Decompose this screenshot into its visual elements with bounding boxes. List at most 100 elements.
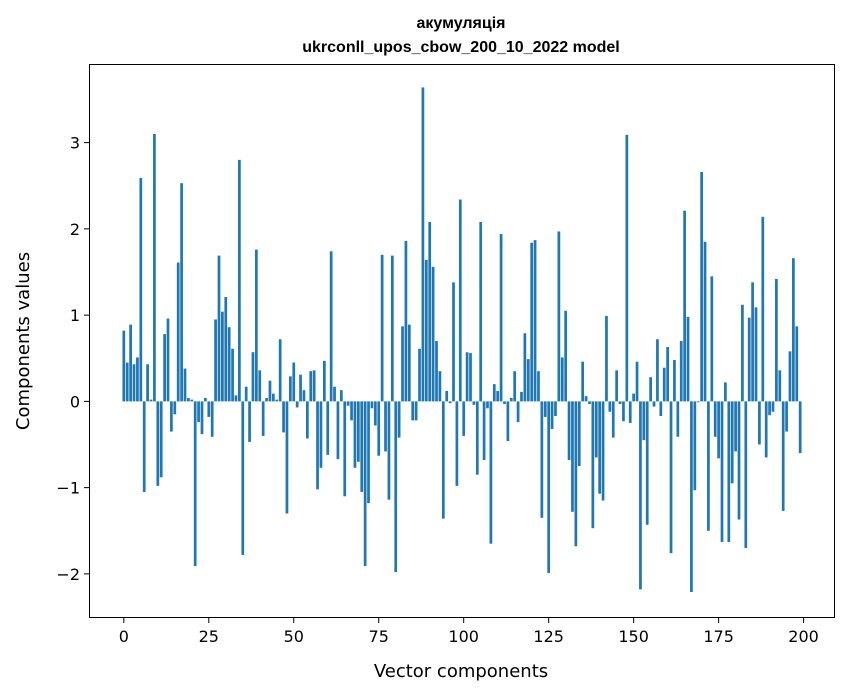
bar-69 bbox=[356, 401, 360, 462]
bar-31 bbox=[227, 327, 231, 402]
bar-56 bbox=[312, 370, 316, 402]
bar-188 bbox=[761, 216, 765, 402]
bar-102 bbox=[469, 353, 472, 402]
bar-199 bbox=[798, 401, 802, 454]
x-tick-label: 25 bbox=[199, 627, 219, 646]
bar-5 bbox=[139, 177, 143, 402]
bar-24 bbox=[204, 397, 207, 402]
bar-88 bbox=[421, 87, 425, 402]
bar-158 bbox=[659, 401, 663, 417]
bar-120 bbox=[530, 242, 534, 402]
bar-176 bbox=[720, 401, 724, 542]
bar-95 bbox=[445, 391, 449, 402]
bar-156 bbox=[652, 401, 656, 407]
bar-167 bbox=[690, 401, 693, 592]
y-tick-label: 3 bbox=[70, 134, 80, 153]
bar-160 bbox=[666, 347, 669, 402]
bar-34 bbox=[238, 159, 241, 402]
bar-10 bbox=[156, 401, 160, 486]
bar-126 bbox=[550, 401, 554, 429]
bar-36 bbox=[244, 386, 248, 402]
bar-52 bbox=[299, 374, 302, 402]
bar-165 bbox=[683, 210, 686, 402]
bar-190 bbox=[768, 401, 771, 416]
bar-170 bbox=[700, 171, 703, 402]
bar-74 bbox=[373, 401, 377, 426]
bar-49 bbox=[289, 376, 292, 402]
bar-97 bbox=[452, 282, 455, 402]
bar-25 bbox=[207, 401, 211, 417]
bar-146 bbox=[618, 401, 622, 404]
bar-0 bbox=[122, 330, 126, 402]
y-tick-label: −2 bbox=[56, 565, 80, 584]
bar-121 bbox=[533, 240, 537, 402]
bar-153 bbox=[642, 401, 646, 441]
bar-65 bbox=[343, 401, 347, 497]
bar-169 bbox=[696, 401, 700, 403]
bar-117 bbox=[520, 391, 523, 402]
bar-122 bbox=[537, 371, 540, 402]
bar-77 bbox=[384, 401, 387, 452]
bar-143 bbox=[608, 401, 612, 412]
bar-144 bbox=[611, 401, 615, 438]
bar-67 bbox=[350, 401, 353, 421]
bar-57 bbox=[316, 401, 319, 490]
bar-187 bbox=[758, 401, 761, 445]
x-tick-label: 0 bbox=[119, 627, 129, 646]
bar-173 bbox=[710, 276, 714, 402]
chart-title-line1: акумуляція bbox=[416, 15, 505, 32]
y-tick-label: 2 bbox=[70, 220, 80, 239]
bar-132 bbox=[571, 401, 574, 512]
bar-81 bbox=[397, 401, 401, 438]
x-tick-label: 75 bbox=[369, 627, 389, 646]
bar-78 bbox=[387, 401, 391, 500]
x-axis: 0 25 50 75 100 125 150 175 200 bbox=[119, 617, 819, 646]
bar-13 bbox=[166, 318, 170, 402]
bar-54 bbox=[305, 401, 309, 439]
bar-139 bbox=[594, 401, 598, 458]
bar-198 bbox=[795, 326, 799, 402]
bar-140 bbox=[598, 401, 602, 494]
bar-179 bbox=[730, 401, 734, 484]
bar-45 bbox=[275, 399, 279, 402]
bar-33 bbox=[234, 395, 238, 402]
bar-166 bbox=[686, 316, 690, 402]
bar-133 bbox=[574, 401, 578, 547]
bar-100 bbox=[462, 401, 466, 436]
bar-131 bbox=[567, 401, 571, 461]
bar-91 bbox=[431, 266, 435, 402]
bar-136 bbox=[584, 396, 588, 402]
bar-75 bbox=[377, 401, 381, 456]
bar-93 bbox=[438, 371, 442, 402]
bar-70 bbox=[360, 401, 364, 492]
bar-41 bbox=[261, 401, 265, 436]
bar-118 bbox=[523, 333, 527, 402]
x-tick-label: 175 bbox=[703, 627, 734, 646]
bar-35 bbox=[241, 401, 245, 555]
bar-191 bbox=[771, 401, 775, 412]
bar-134 bbox=[577, 401, 581, 467]
bar-152 bbox=[639, 401, 642, 590]
bar-46 bbox=[278, 339, 282, 402]
bar-182 bbox=[741, 304, 744, 402]
bar-149 bbox=[628, 401, 632, 423]
bar-157 bbox=[656, 339, 659, 402]
bar-142 bbox=[605, 315, 608, 402]
bar-37 bbox=[248, 401, 251, 442]
bar-155 bbox=[649, 377, 652, 402]
bar-104 bbox=[475, 401, 479, 475]
bar-55 bbox=[309, 371, 313, 402]
bar-17 bbox=[180, 183, 183, 402]
bar-109 bbox=[492, 384, 496, 402]
bar-192 bbox=[775, 278, 778, 402]
bar-138 bbox=[591, 401, 595, 529]
bar-53 bbox=[302, 390, 306, 402]
bar-164 bbox=[679, 341, 683, 402]
bar-94 bbox=[441, 401, 445, 519]
bar-147 bbox=[622, 401, 625, 422]
bar-11 bbox=[159, 401, 163, 478]
bar-168 bbox=[693, 401, 697, 491]
bar-12 bbox=[163, 334, 166, 402]
bar-171 bbox=[703, 241, 707, 402]
x-tick-label: 125 bbox=[533, 627, 564, 646]
